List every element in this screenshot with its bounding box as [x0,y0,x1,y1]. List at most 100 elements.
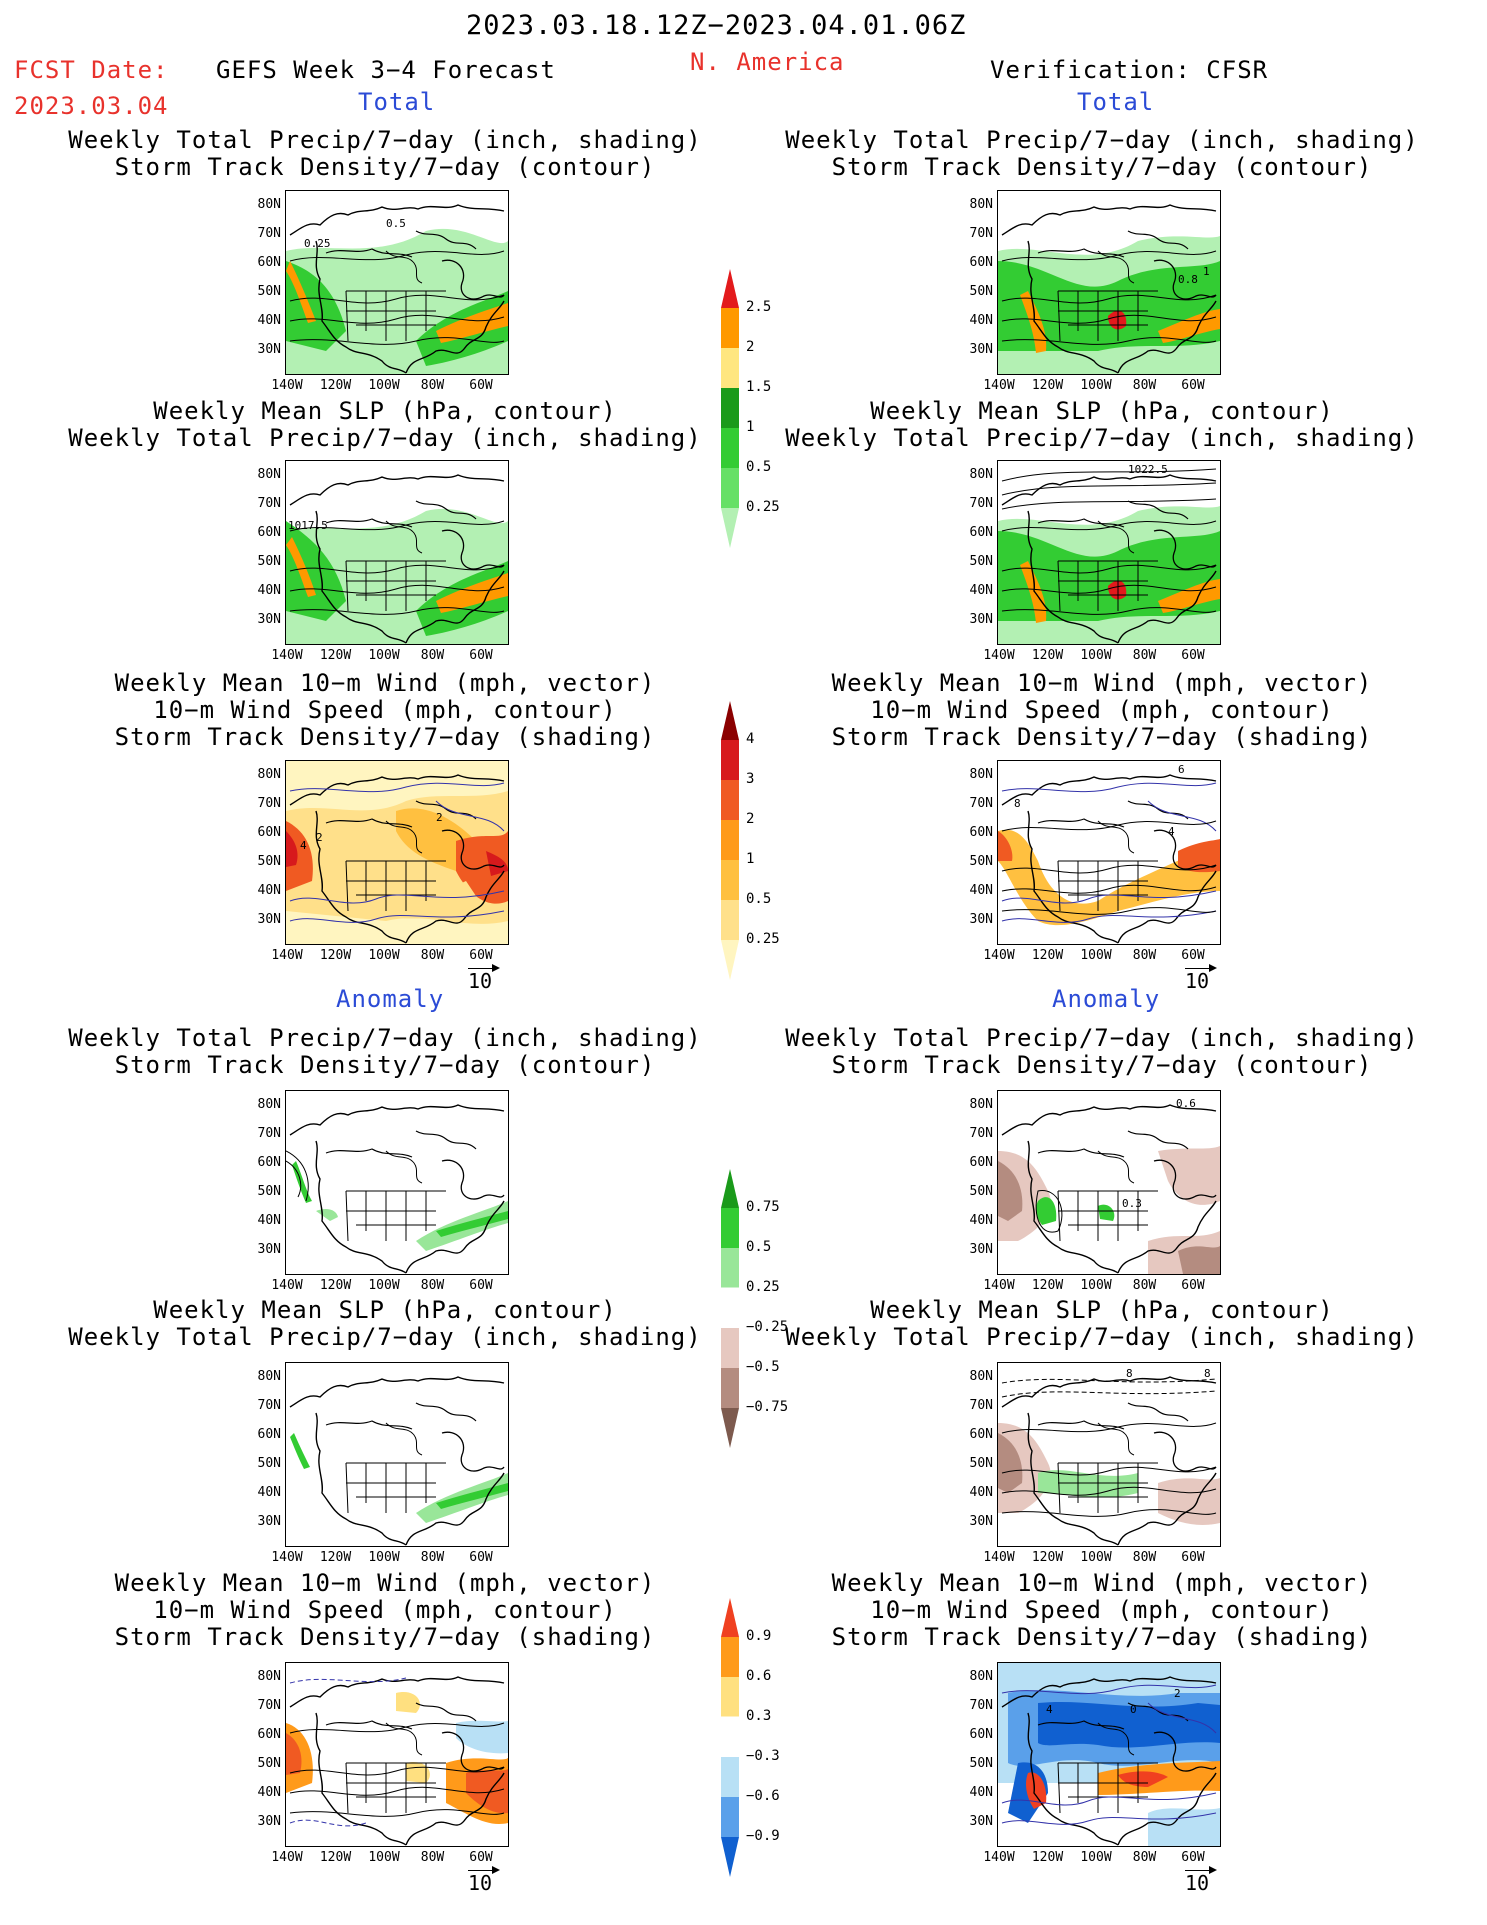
lat-tick-label: 60N [969,525,993,540]
vector-ref-label: 10 [468,1871,493,1895]
lat-tick-label: 40N [969,1485,993,1500]
colorbar-swatch [721,1328,739,1368]
colorbar-swatch [721,1677,739,1717]
lat-tick-label: 70N [969,796,993,811]
title-line: Weekly Total Precip/7−day (inch, shading… [785,424,1419,452]
contour-label: 2 [1174,1687,1181,1700]
title-verif-total-precip: Weekly Total Precip/7−day (inch, shading… [782,127,1422,181]
lat-tick-label: 70N [969,1398,993,1413]
lon-tick-label: 120W [1031,1850,1064,1865]
lon-tick-label: 80W [1132,1278,1157,1293]
lon-tick-label: 100W [1080,1850,1112,1865]
colorbar-swatch [721,468,739,508]
colorbar-storm-anom [720,1598,740,1877]
lon-tick-label: 80W [1132,378,1157,393]
lon-tick-label: 80W [420,1550,445,1565]
lon-tick-label: 120W [319,948,352,963]
contour-label: 0.6 [1176,1097,1196,1110]
lon-tick-label: 80W [420,948,445,963]
title-line: 10−m Wind Speed (mph, contour) [870,1596,1334,1624]
verification-title: Verification: CFSR [990,56,1269,84]
lat-tick-label: 80N [969,1369,993,1384]
contour-label: 4 [1046,1703,1053,1716]
vector-ref-arrow [1185,1866,1217,1874]
vector-ref-label: 10 [1185,1871,1210,1895]
lat-tick-label: 50N [257,284,281,299]
colorbar-label: 3 [746,771,755,787]
map-verif-total-wind: 6 8 4 [997,760,1221,945]
forecast-title: GEFS Week 3−4 Forecast [216,56,556,84]
lat-tick-label: 70N [969,1126,993,1141]
anomaly-label-verif: Anomaly [1052,985,1161,1013]
lat-tick-label: 50N [257,854,281,869]
contour-label: 1022.5 [1128,463,1168,476]
title-line: Storm Track Density/7−day (contour) [114,153,656,181]
lat-tick-label: 50N [969,854,993,869]
colorbar-label: 0.25 [746,499,780,515]
colorbar-label: 2.5 [746,299,772,315]
title-fcst-total-wind: Weekly Mean 10−m Wind (mph, vector) 10−m… [65,670,705,751]
lon-tick-label: 60W [1181,378,1205,393]
lon-tick-label: 80W [1132,1550,1157,1565]
lat-tick-label: 60N [257,255,281,270]
colorbar-swatch [721,940,739,980]
lon-tick-label: 60W [469,378,493,393]
lat-tick-label: 80N [969,1097,993,1112]
lon-tick-label: 100W [368,1550,400,1565]
vector-ref-label: 10 [468,969,493,993]
lat-tick-label: 70N [257,1126,281,1141]
lat-tick-label: 30N [969,1514,993,1529]
contour-label: 0.25 [304,237,331,250]
lon-tick-label: 120W [319,378,352,393]
contour-label: 2 [316,831,323,844]
lon-tick-label: 100W [1080,1278,1112,1293]
lon-tick-label: 60W [1181,948,1205,963]
colorbar-swatch [721,1637,739,1677]
lat-tick-label: 70N [969,496,993,511]
title-verif-anom-wind: Weekly Mean 10−m Wind (mph, vector) 10−m… [782,1570,1422,1651]
contour-label: 0.3 [1122,1197,1142,1210]
lat-tick-label: 40N [969,313,993,328]
lat-tick-label: 80N [257,767,281,782]
lon-tick-label: 140W [271,1550,303,1565]
title-line: Weekly Total Precip/7−day (inch, shading… [785,126,1419,154]
title-line: Weekly Mean 10−m Wind (mph, vector) [114,669,656,697]
lat-tick-label: 70N [257,796,281,811]
contour-label: 1017.5 [288,519,328,532]
colorbar-label: 2 [746,339,755,355]
lon-tick-label: 80W [1132,648,1157,663]
colorbar-label: 0.25 [746,931,780,947]
title-line: Weekly Total Precip/7−day (inch, shading… [68,424,702,452]
title-verif-anom-slp: Weekly Mean SLP (hPa, contour) Weekly To… [782,1297,1422,1351]
lon-tick-label: 140W [271,378,303,393]
lat-tick-label: 50N [969,284,993,299]
lat-tick-label: 50N [969,1184,993,1199]
lon-tick-label: 140W [271,1278,303,1293]
colorbar-label: −0.25 [746,1319,789,1335]
map-fcst-anom-precip [285,1090,509,1275]
lon-tick-label: 140W [271,1850,303,1865]
lat-tick-label: 80N [257,1369,281,1384]
lat-tick-label: 80N [257,1097,281,1112]
title-line: Storm Track Density/7−day (shading) [114,1623,656,1651]
colorbar-label: −0.6 [746,1788,780,1804]
lat-tick-label: 50N [257,1756,281,1771]
title-line: Weekly Mean SLP (hPa, contour) [153,397,617,425]
title-line: Storm Track Density/7−day (contour) [114,1051,656,1079]
lon-tick-label: 100W [368,378,400,393]
colorbar-label: 0.3 [746,1708,772,1724]
colorbar-label: 0.5 [746,459,772,475]
colorbar-swatch [721,740,739,780]
vector-ref-arrow [1185,964,1217,972]
contour-label: 0.5 [386,217,406,230]
fcst-date-label: FCST Date: [14,56,169,84]
colorbar-swatch [721,780,739,820]
lat-tick-label: 60N [257,525,281,540]
lat-tick-label: 80N [257,197,281,212]
colorbar-label: −0.5 [746,1359,780,1375]
lon-tick-label: 100W [1080,378,1112,393]
contour-label: 4 [300,839,307,852]
lon-tick-label: 60W [1181,648,1205,663]
colorbar-swatch [720,1716,740,1758]
colorbar-label: 0.5 [746,891,772,907]
